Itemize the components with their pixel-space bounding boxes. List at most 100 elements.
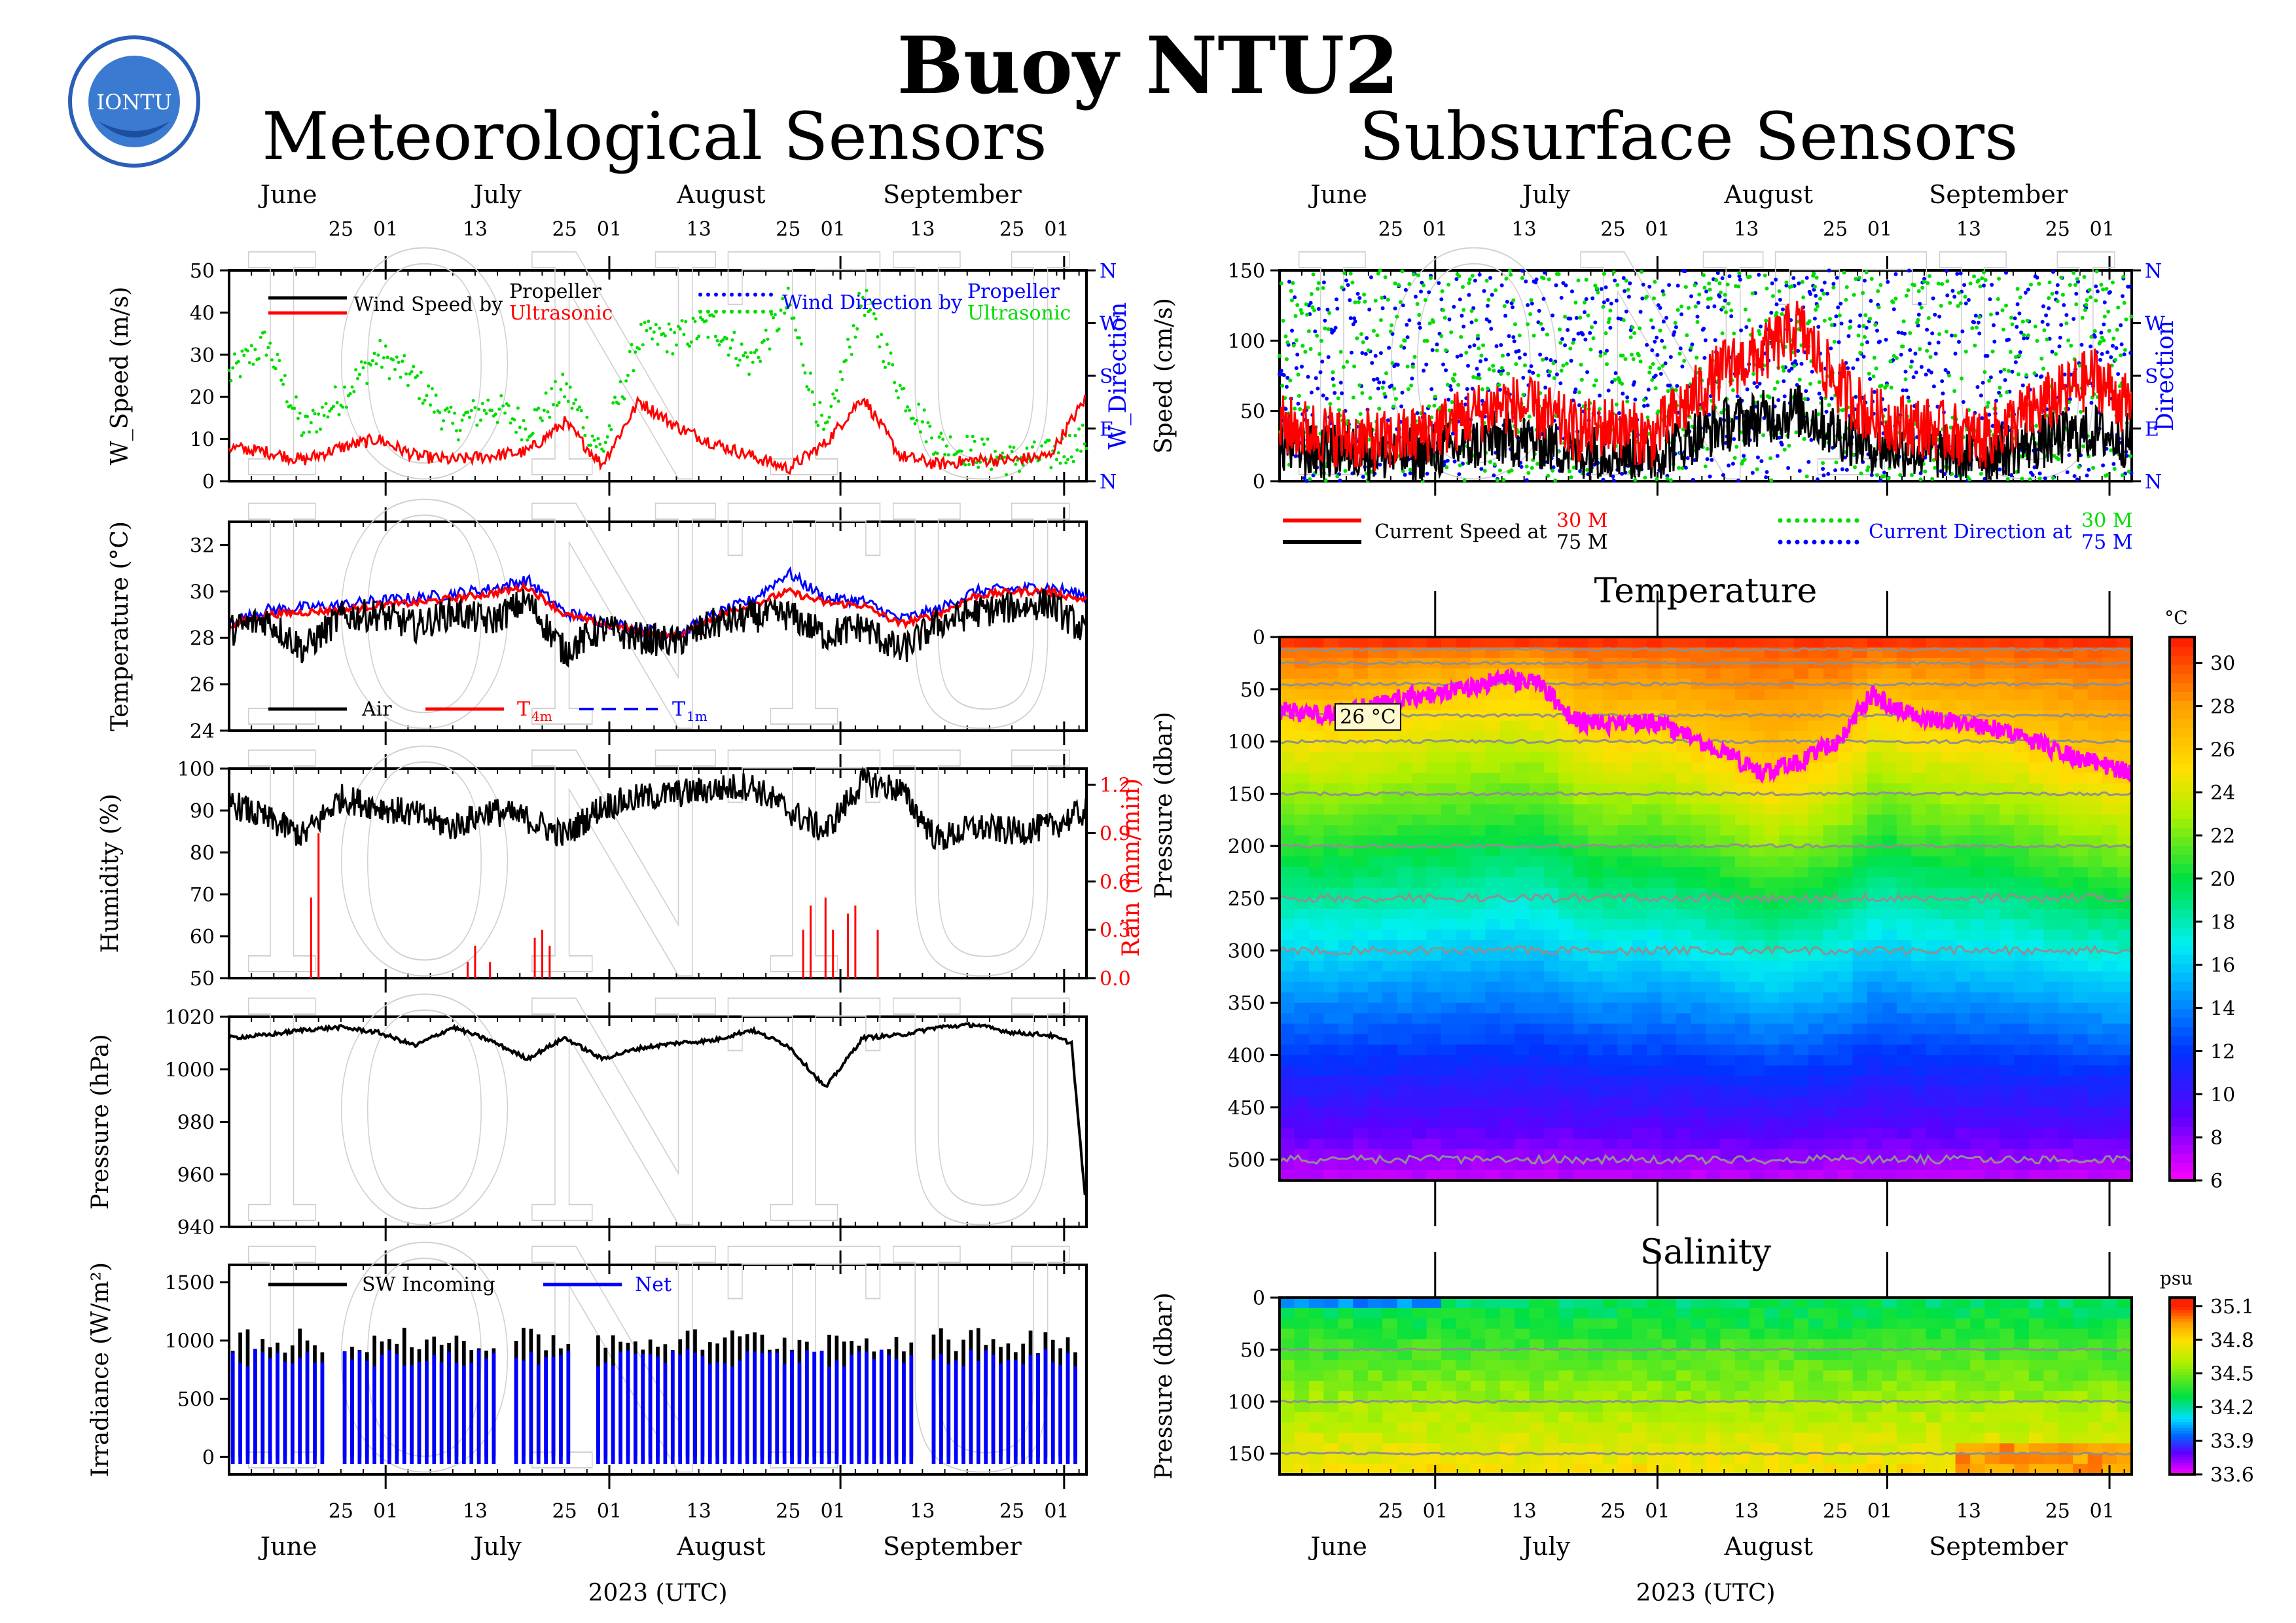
current-dir-30m-point (1802, 437, 1806, 441)
net-bar (812, 1351, 817, 1464)
temp-cell (1280, 846, 1295, 858)
net-bar (879, 1349, 884, 1464)
temp-cell (1529, 1097, 1545, 1108)
temp-cell (1308, 1013, 1325, 1025)
current-dir-75m-point (1940, 379, 1945, 384)
wind-dir-ultrasonic-point (652, 330, 656, 334)
temp-cell (1647, 825, 1662, 837)
temp-cell (1720, 1013, 1736, 1025)
wind-dir-ultrasonic-point (853, 335, 857, 339)
temp-cell (1499, 1065, 1516, 1077)
current-dir-30m-point (1445, 382, 1450, 387)
temp-cell (1588, 1002, 1604, 1014)
current-dir-75m-point (1712, 304, 1717, 308)
temp-cell (1558, 1055, 1574, 1067)
wind-dir-ultrasonic-point (645, 329, 649, 333)
temp-cell (1456, 1107, 1471, 1119)
current-dir-30m-point (2115, 327, 2119, 332)
temp-cell (1485, 752, 1501, 763)
net-bar (670, 1351, 675, 1464)
current-dir-30m-point (2060, 293, 2065, 297)
current-dir-30m-point (2102, 338, 2106, 342)
current-dir-75m-point (1316, 306, 1321, 311)
temp-cell (1280, 762, 1295, 774)
current-dir-30m-point (1312, 308, 1316, 312)
temp-cell (1280, 929, 1295, 941)
temp-cell (1441, 960, 1457, 972)
temp-cell (1573, 950, 1589, 962)
temp-cell (1456, 1097, 1471, 1108)
current-dir-75m-point (1810, 369, 1814, 374)
temp-cell (1441, 825, 1457, 837)
cur-legend-dot (1820, 539, 1825, 545)
temp-cell (1529, 762, 1545, 774)
temp-cell (1676, 929, 1692, 941)
temp-cell (1397, 919, 1412, 930)
temp-cell (1353, 773, 1369, 784)
wind-dir-ultrasonic-point (628, 350, 632, 354)
current-dir-30m-point (1392, 386, 1397, 391)
wind-dir-ultrasonic-point (262, 330, 266, 334)
current-dir-30m-point (1767, 395, 1772, 399)
current-dir-30m-point (1315, 333, 1319, 338)
temp-cell (1470, 773, 1486, 784)
temp-cell (1632, 867, 1648, 879)
wind-ytick-label: 10 (190, 429, 215, 452)
current-dir-75m-point (1599, 287, 1604, 291)
current-dir-30m-point (1918, 347, 1922, 352)
temp-cell (1412, 960, 1427, 972)
current-dir-30m-point (1495, 478, 1499, 483)
temp-cell (1499, 867, 1516, 879)
temp-cell (1470, 971, 1486, 983)
wind-dir-ultrasonic-point (994, 449, 997, 453)
wind-legend-propeller: Propeller (509, 280, 601, 303)
wind-dir-ultrasonic-point (753, 351, 757, 354)
wind-dir-ultrasonic-point (361, 366, 365, 370)
current-dir-75m-point (1475, 367, 1479, 371)
current-dir-30m-point (1363, 299, 1367, 304)
temp-cell (1338, 1055, 1354, 1067)
current-dir-75m-point (1613, 278, 1617, 283)
current-dir-75m-point (1821, 473, 1826, 478)
wind-dir-ultrasonic-point (440, 427, 444, 431)
wind-dir-ultrasonic-point (695, 337, 699, 340)
temp-cell (1353, 835, 1369, 847)
current-dir-75m-point (1856, 357, 1860, 362)
current-dir-30m-point (1604, 331, 1608, 335)
temp-cell (1308, 668, 1325, 680)
current-dir-75m-point (1516, 349, 1521, 353)
temp-cell (1485, 898, 1501, 909)
temp-cell (1456, 929, 1471, 941)
temp-cell (1323, 971, 1339, 983)
current-dir-75m-point (1417, 321, 1422, 326)
temp-cell (1294, 1076, 1310, 1087)
wind-dir-ultrasonic-point (432, 410, 436, 414)
temp-cell (1602, 971, 1619, 983)
wind-dir-ultrasonic-point (410, 370, 414, 374)
temp-cell (1367, 1097, 1384, 1108)
temp-cell (1323, 773, 1339, 784)
net-bar (551, 1357, 556, 1464)
wind-dir-ultrasonic-point (626, 373, 630, 377)
cur-legend-dir-30: 30 M (2081, 509, 2132, 532)
current-dir-75m-point (1755, 384, 1759, 389)
current-dir-30m-point (2018, 295, 2022, 300)
current-dir-30m-point (1736, 284, 1740, 289)
wind-dir-ultrasonic-point (386, 356, 389, 359)
humidity-ylabel: Humidity (%) (97, 793, 124, 953)
temp-cell (1294, 1097, 1310, 1108)
temp-cell (1558, 909, 1574, 920)
current-dir-75m-point (1705, 457, 1710, 462)
temp-cell (1602, 1002, 1619, 1014)
current-dir-75m-point (1351, 322, 1355, 327)
temp-cell (1485, 804, 1501, 816)
net-bar (656, 1356, 660, 1464)
temp-cell (1706, 992, 1721, 1004)
current-dir-75m-point (1781, 307, 1785, 312)
temp-cell (1353, 1065, 1369, 1077)
wind-dir-ultrasonic-point (1075, 448, 1079, 452)
net-bar (544, 1357, 548, 1464)
wind-legend-dot (730, 293, 734, 297)
temp-cell (1470, 1065, 1486, 1077)
current-dir-30m-point (1662, 345, 1667, 350)
